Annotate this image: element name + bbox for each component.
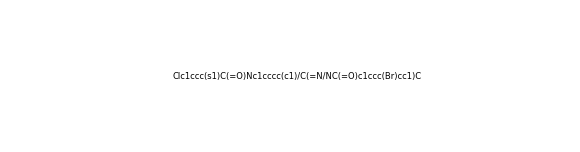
Text: Clc1ccc(s1)C(=O)Nc1cccc(c1)/C(=N/NC(=O)c1ccc(Br)cc1)C: Clc1ccc(s1)C(=O)Nc1cccc(c1)/C(=N/NC(=O)c… [173,72,422,81]
